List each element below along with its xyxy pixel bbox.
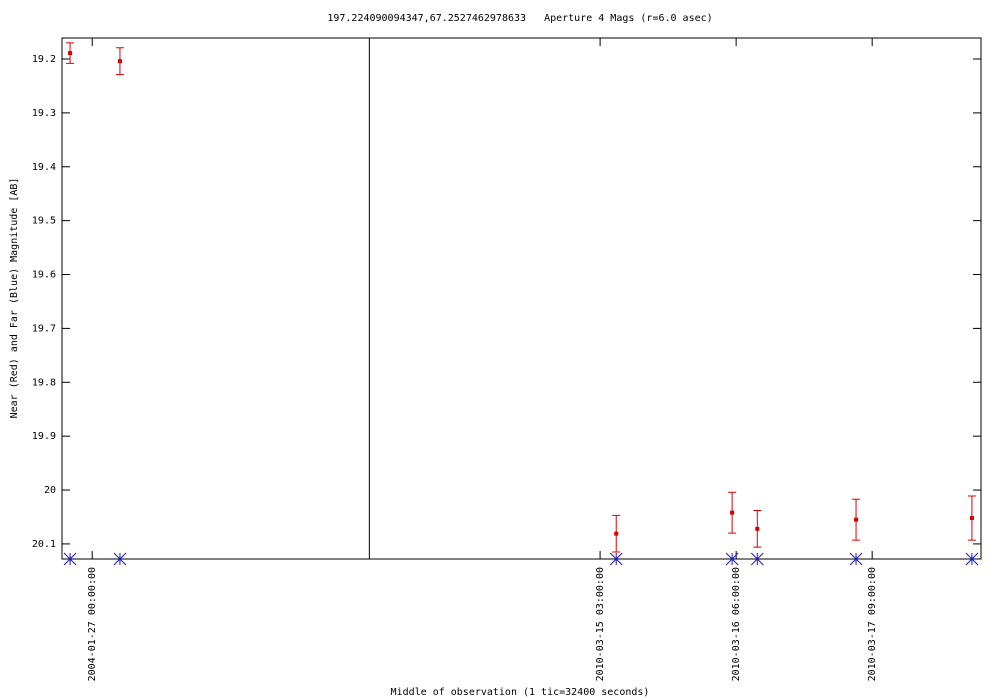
data-point — [854, 517, 859, 522]
star-marker — [725, 552, 739, 566]
y-tick-label: 19.3 — [32, 108, 56, 119]
data-point — [755, 526, 760, 531]
star-marker — [609, 552, 623, 566]
y-tick-label: 20.1 — [32, 539, 56, 550]
data-point — [614, 531, 619, 536]
x-tick-label: 2004-01-27 00:00:00 — [87, 567, 98, 681]
y-axis-label: Near (Red) and Far (Blue) Magnitude [AB] — [9, 178, 20, 419]
y-tick-label: 19.8 — [32, 377, 56, 388]
star-marker — [63, 552, 77, 566]
x-tick-label: 2010-03-15 03:00:00 — [595, 567, 606, 681]
y-tick-label: 19.5 — [32, 216, 56, 227]
star-marker — [965, 552, 979, 566]
x-tick-label: 2010-03-16 06:00:00 — [731, 567, 742, 681]
y-tick-label: 19.9 — [32, 431, 56, 442]
y-tick-label: 19.4 — [32, 162, 56, 173]
y-tick-label: 19.2 — [32, 54, 56, 65]
y-tick-label: 19.6 — [32, 270, 56, 281]
data-point — [117, 59, 122, 64]
x-axis-label: Middle of observation (1 tic=32400 secon… — [391, 687, 650, 698]
data-point — [969, 516, 974, 521]
x-tick-label: 2010-03-17 09:00:00 — [867, 567, 878, 681]
y-tick-label: 20 — [44, 485, 56, 496]
data-point — [730, 510, 735, 515]
star-marker — [750, 552, 764, 566]
data-point — [68, 51, 73, 56]
plot-frame — [61, 37, 982, 560]
chart-title: 197.224090094347,67.2527462978633 Apertu… — [327, 13, 712, 24]
star-marker — [113, 552, 127, 566]
y-tick-label: 19.7 — [32, 323, 56, 334]
star-marker — [849, 552, 863, 566]
